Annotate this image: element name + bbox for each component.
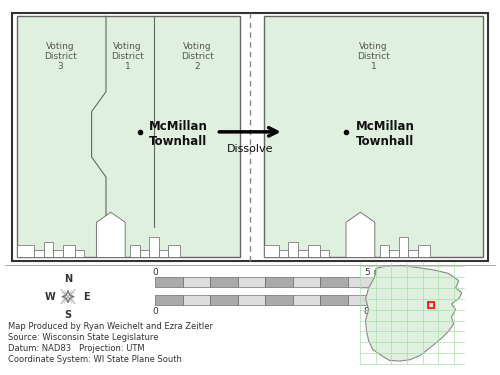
Bar bbox=[418, 245, 430, 258]
Bar bbox=[265, 277, 292, 286]
Bar bbox=[308, 245, 320, 258]
Text: 5 mi: 5 mi bbox=[365, 268, 385, 277]
Text: N: N bbox=[64, 274, 72, 284]
Text: Voting
District
3: Voting District 3 bbox=[44, 42, 77, 71]
Polygon shape bbox=[366, 266, 462, 361]
Bar bbox=[168, 245, 180, 258]
Bar bbox=[182, 295, 210, 304]
Bar bbox=[53, 250, 63, 258]
Text: Datum: NAD83   Projection: UTM: Datum: NAD83 Projection: UTM bbox=[8, 344, 144, 353]
Bar bbox=[210, 295, 238, 304]
Text: 0: 0 bbox=[152, 268, 158, 277]
Bar bbox=[320, 277, 347, 286]
Text: 0: 0 bbox=[152, 307, 158, 316]
Bar bbox=[292, 295, 320, 304]
Text: McMillan
Townhall: McMillan Townhall bbox=[356, 120, 414, 148]
Bar bbox=[17, 245, 34, 258]
Text: E: E bbox=[82, 292, 89, 302]
Bar bbox=[279, 250, 288, 258]
Bar bbox=[264, 16, 483, 258]
Bar bbox=[264, 245, 279, 258]
Text: Map Produced by Ryan Weichelt and Ezra Zeitler: Map Produced by Ryan Weichelt and Ezra Z… bbox=[8, 322, 213, 331]
Bar bbox=[292, 277, 320, 286]
Text: W: W bbox=[44, 292, 56, 302]
Bar bbox=[140, 250, 149, 258]
Bar bbox=[63, 245, 75, 258]
Polygon shape bbox=[346, 212, 375, 258]
Bar bbox=[320, 250, 329, 258]
Bar bbox=[75, 250, 85, 258]
Text: Source: Wisconsin State Legislature: Source: Wisconsin State Legislature bbox=[8, 333, 158, 342]
Bar bbox=[44, 242, 53, 258]
Bar bbox=[288, 242, 298, 258]
Bar bbox=[380, 245, 389, 258]
Text: S: S bbox=[64, 310, 71, 320]
Bar bbox=[155, 277, 182, 286]
Text: 8 km: 8 km bbox=[364, 307, 386, 316]
Bar bbox=[265, 295, 292, 304]
Bar bbox=[238, 295, 265, 304]
Bar bbox=[149, 237, 159, 258]
Polygon shape bbox=[96, 212, 125, 258]
Text: McMillan
Townhall: McMillan Townhall bbox=[149, 120, 208, 148]
Bar bbox=[182, 277, 210, 286]
Bar bbox=[159, 250, 168, 258]
Bar bbox=[210, 277, 238, 286]
Bar bbox=[17, 16, 240, 258]
Text: Coordinate System: WI State Plane South: Coordinate System: WI State Plane South bbox=[8, 356, 182, 364]
Text: Dissolve: Dissolve bbox=[227, 144, 273, 154]
Bar bbox=[399, 237, 408, 258]
Text: Voting
District
1: Voting District 1 bbox=[111, 42, 144, 71]
Bar bbox=[34, 250, 43, 258]
Bar bbox=[155, 295, 182, 304]
Bar bbox=[389, 250, 399, 258]
Text: Voting
District
2: Voting District 2 bbox=[181, 42, 214, 71]
Bar bbox=[238, 277, 265, 286]
Bar bbox=[408, 250, 418, 258]
Bar bbox=[320, 295, 347, 304]
Bar bbox=[348, 295, 375, 304]
Bar bbox=[130, 245, 140, 258]
Bar bbox=[298, 250, 308, 258]
Text: Voting
District
1: Voting District 1 bbox=[357, 42, 390, 71]
Bar bbox=[348, 277, 375, 286]
